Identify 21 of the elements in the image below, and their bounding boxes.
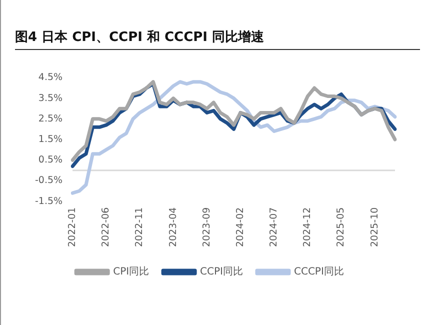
y-tick-label: 2.5% — [38, 113, 63, 124]
chart-title: 图4 日本 CPI、CCPI 和 CCCPI 同比增速 — [15, 28, 420, 50]
legend-label: CPI同比 — [113, 266, 150, 278]
x-tick-label: 2023-09 — [201, 207, 212, 248]
x-tick-label: 2023-04 — [168, 207, 179, 248]
y-tick-label: -1.5% — [34, 196, 63, 207]
y-tick-label: 0.5% — [38, 154, 63, 166]
x-tick-label: 2024-07 — [268, 207, 280, 248]
x-tick-label: 2024-02 — [234, 207, 246, 248]
x-tick-label: 2022-01 — [67, 207, 78, 248]
y-tick-label: 3.5% — [38, 92, 63, 104]
x-tick-label: 2025-10 — [369, 207, 380, 248]
y-tick-label: 1.5% — [38, 134, 63, 145]
y-tick-label: 4.5% — [38, 72, 63, 84]
x-tick-label: 2025-05 — [336, 207, 347, 248]
x-tick-label: 2024-12 — [302, 207, 314, 248]
y-tick-label: -0.5% — [34, 175, 63, 186]
x-tick-label: 2022-06 — [100, 207, 112, 248]
legend-label: CCCPI同比 — [294, 266, 344, 278]
x-tick-label: 2022-11 — [134, 207, 146, 248]
legend-label: CCPI同比 — [200, 266, 243, 278]
